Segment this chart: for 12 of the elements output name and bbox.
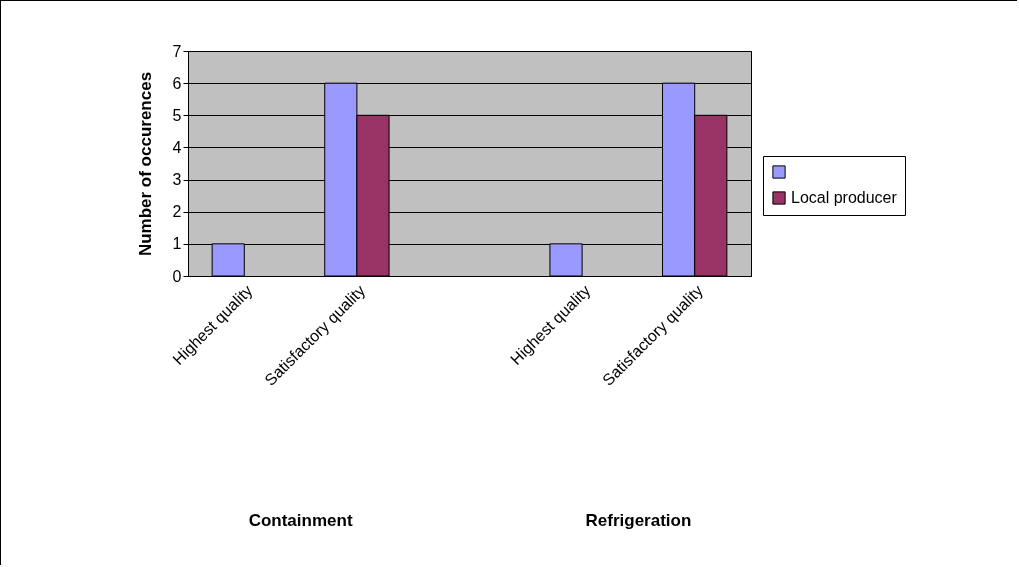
y-tick-label: 0	[172, 267, 182, 285]
text: Refrigeration	[585, 511, 692, 530]
y-tick-label: 7	[172, 42, 182, 60]
y-tick-label: 5	[172, 106, 182, 124]
y-tick-label: 3	[172, 171, 182, 189]
y-tick-label: 4	[172, 138, 182, 156]
legend-label: Local producer	[791, 189, 898, 206]
y-tick-label: 2	[172, 203, 182, 221]
y-tick-label: 1	[172, 235, 182, 253]
y-tick-label: 6	[172, 74, 182, 92]
y-axis-title: Number of occurences	[135, 71, 155, 257]
text: Containment	[248, 511, 353, 530]
